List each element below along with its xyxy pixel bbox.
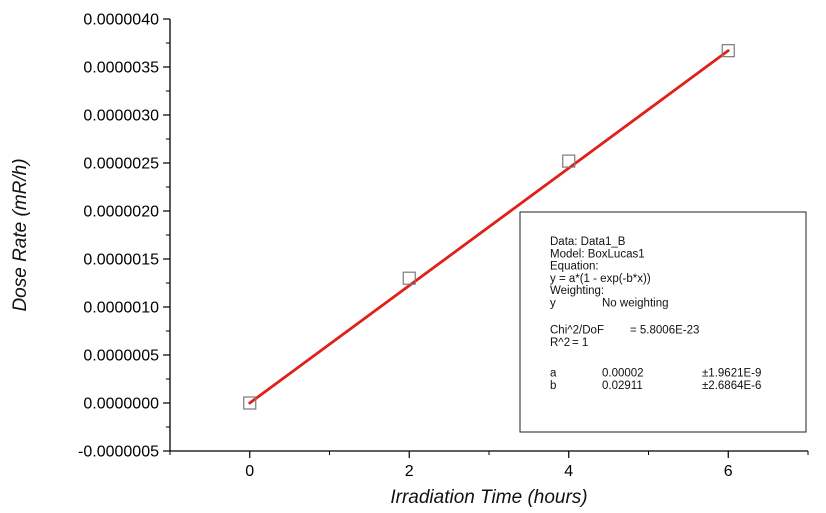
fit-box-chi-key: Chi^2/DoF bbox=[550, 325, 604, 337]
x-axis-title: Irradiation Time (hours) bbox=[390, 487, 587, 508]
fit-box-weighting-key: y bbox=[550, 298, 556, 310]
y-tick-label: 0.0000020 bbox=[83, 204, 159, 221]
fit-line-group bbox=[248, 49, 730, 405]
x-tick-label: 2 bbox=[405, 463, 414, 480]
y-tick-label: -0.0000005 bbox=[78, 444, 159, 461]
fit-box-param-value: 0.02911 bbox=[602, 380, 643, 392]
fit-box-line: Weighting: bbox=[550, 285, 604, 297]
fit-box-line: Model: BoxLucas1 bbox=[550, 248, 645, 260]
fit-box-line: Data: Data1_B bbox=[550, 236, 626, 248]
fit-box-param-name: b bbox=[550, 380, 556, 392]
fit-box-r2-value: = 1 bbox=[572, 337, 588, 349]
data-point bbox=[562, 154, 576, 168]
fit-box-r2-key: R^2 bbox=[550, 337, 570, 349]
x-tick-label: 0 bbox=[245, 463, 254, 480]
y-tick-label: 0.0000010 bbox=[83, 300, 159, 317]
data-point bbox=[243, 396, 257, 410]
x-tick-label: 4 bbox=[564, 463, 573, 480]
data-point bbox=[721, 44, 735, 58]
y-tick-label: 0.0000000 bbox=[83, 396, 159, 413]
x-tick-label: 6 bbox=[724, 463, 733, 480]
fit-box-param-value: 0.00002 bbox=[602, 368, 644, 380]
fit-box-param-error: ±1.9621E-9 bbox=[702, 368, 761, 380]
data-points bbox=[243, 44, 735, 410]
y-axis-title: Dose Rate (mR/h) bbox=[10, 158, 31, 311]
y-tick-label: 0.0000015 bbox=[83, 252, 159, 269]
y-tick-label: 0.0000040 bbox=[83, 12, 159, 29]
y-tick-label: 0.0000030 bbox=[83, 108, 159, 125]
data-point bbox=[402, 271, 416, 285]
y-tick-label: 0.0000005 bbox=[83, 348, 159, 365]
fit-line bbox=[248, 49, 730, 405]
fit-box-param-error: ±2.6864E-6 bbox=[702, 380, 761, 392]
y-tick-label: 0.0000025 bbox=[83, 156, 159, 173]
fit-box-weighting-value: No weighting bbox=[602, 298, 668, 310]
fit-box-param-name: a bbox=[550, 368, 557, 380]
fit-box-line: y = a*(1 - exp(-b*x)) bbox=[550, 273, 651, 285]
tick-group: -0.0000005 0.0000000 0.0000005 0.0000010 0.0… bbox=[78, 12, 809, 480]
y-tick-label: 0.0000035 bbox=[83, 60, 159, 77]
fit-box-line: Equation: bbox=[550, 261, 599, 273]
fit-box-frame bbox=[519, 211, 807, 433]
fit-box-chi-value: = 5.8006E-23 bbox=[630, 325, 699, 337]
